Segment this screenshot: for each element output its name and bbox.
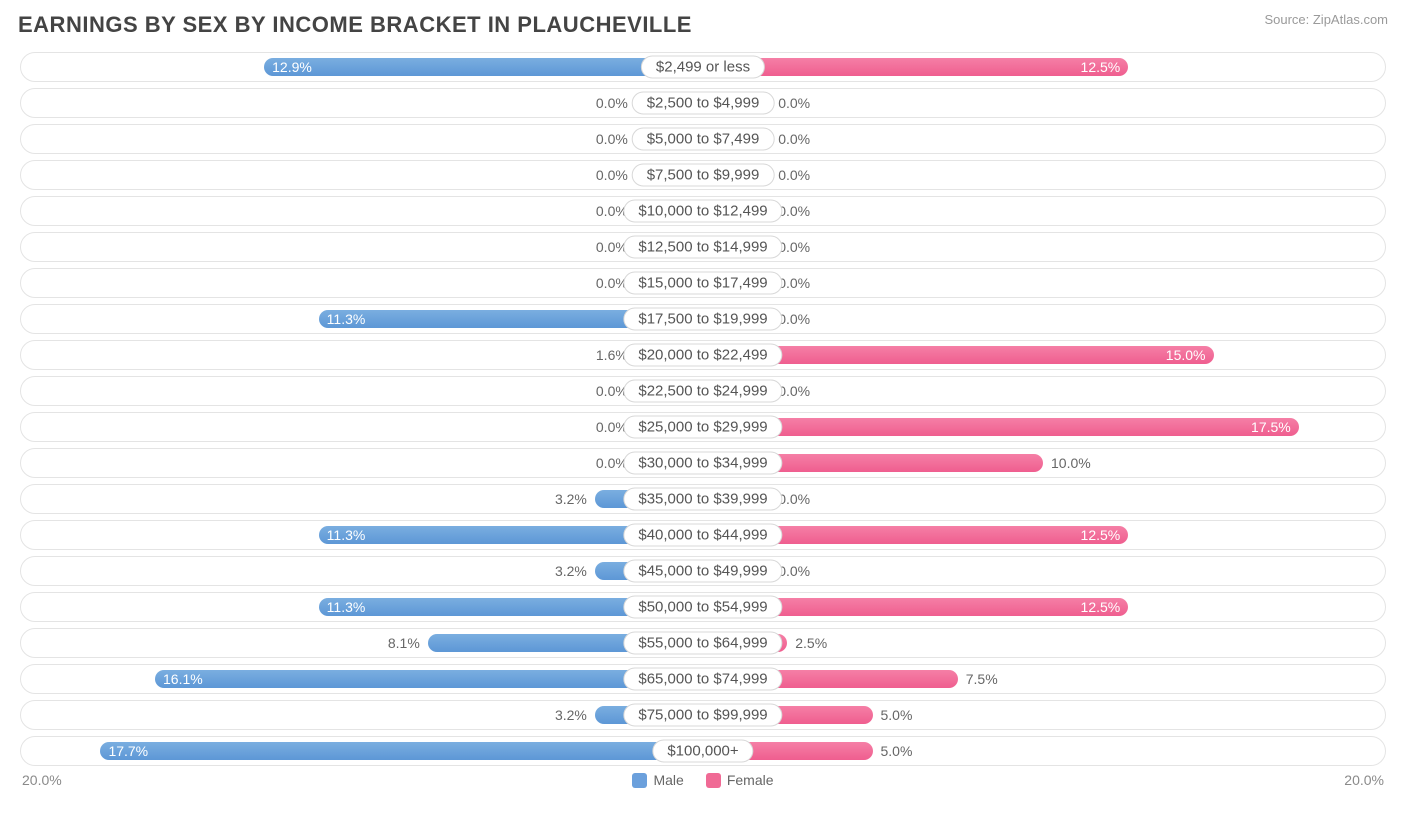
male-pct-label: 12.9% — [272, 59, 312, 75]
female-pct-label: 10.0% — [1043, 455, 1091, 471]
chart-row: 0.0%0.0%$22,500 to $24,999 — [20, 376, 1386, 406]
female-pct-label: 5.0% — [873, 707, 913, 723]
category-label: $15,000 to $17,499 — [623, 272, 782, 295]
axis-left-label: 20.0% — [22, 772, 62, 788]
chart-row: 0.0% 0.0%$5,000 to $7,499 — [20, 124, 1386, 154]
category-label: $2,500 to $4,999 — [632, 92, 775, 115]
category-label: $75,000 to $99,999 — [623, 704, 782, 727]
chart-row: 11.3%0.0%$17,500 to $19,999 — [20, 304, 1386, 334]
chart-row: 0.0%0.0%$12,500 to $14,999 — [20, 232, 1386, 262]
female-pct-label: 5.0% — [873, 743, 913, 759]
chart-row: 3.2%0.0%$45,000 to $49,999 — [20, 556, 1386, 586]
male-pct-label: 11.3% — [327, 311, 366, 327]
female-pct-label: 0.0% — [770, 167, 810, 183]
chart-row: 0.0% 0.0%$7,500 to $9,999 — [20, 160, 1386, 190]
female-pct-label: 7.5% — [958, 671, 998, 687]
legend-male-label: Male — [653, 772, 683, 788]
category-label: $30,000 to $34,999 — [623, 452, 782, 475]
chart-row: 0.0%17.5%$25,000 to $29,999 — [20, 412, 1386, 442]
legend-male-swatch — [632, 773, 647, 788]
category-label: $2,499 or less — [641, 56, 765, 79]
category-label: $7,500 to $9,999 — [632, 164, 775, 187]
chart-body: 12.9%12.5%$2,499 or less0.0%0.0%$2,500 t… — [18, 52, 1388, 766]
female-pct-label: 0.0% — [770, 95, 810, 111]
chart-footer: 20.0% Male Female 20.0% — [18, 772, 1388, 788]
category-label: $5,000 to $7,499 — [632, 128, 775, 151]
category-label: $10,000 to $12,499 — [623, 200, 782, 223]
category-label: $100,000+ — [652, 740, 753, 763]
chart-row: 3.2% 5.0% $75,000 to $99,999 — [20, 700, 1386, 730]
category-label: $20,000 to $22,499 — [623, 344, 782, 367]
male-bar: 16.1% — [155, 670, 704, 688]
female-bar: 17.5% — [702, 418, 1299, 436]
male-pct-label: 3.2% — [555, 707, 595, 723]
male-pct-label: 3.2% — [555, 563, 595, 579]
female-pct-label: 17.5% — [1251, 419, 1291, 435]
chart-row: 11.3% 12.5% $50,000 to $54,999 — [20, 592, 1386, 622]
female-pct-label: 2.5% — [787, 635, 827, 651]
legend-female-label: Female — [727, 772, 774, 788]
category-label: $12,500 to $14,999 — [623, 236, 782, 259]
chart-row: 8.1% 2.5% $55,000 to $64,999 — [20, 628, 1386, 658]
chart-row: 16.1% 7.5% $65,000 to $74,999 — [20, 664, 1386, 694]
male-pct-label: 16.1% — [163, 671, 203, 687]
male-pct-label: 0.0% — [596, 95, 636, 111]
legend-female-swatch — [706, 773, 721, 788]
category-label: $17,500 to $19,999 — [623, 308, 782, 331]
category-label: $22,500 to $24,999 — [623, 380, 782, 403]
male-bar: 12.9% — [264, 58, 704, 76]
male-pct-label: 17.7% — [108, 743, 148, 759]
male-pct-label: 0.0% — [596, 131, 636, 147]
chart-header: EARNINGS BY SEX BY INCOME BRACKET IN PLA… — [18, 12, 1388, 38]
category-label: $25,000 to $29,999 — [623, 416, 782, 439]
category-label: $40,000 to $44,999 — [623, 524, 782, 547]
chart-row: 0.0%10.0%$30,000 to $34,999 — [20, 448, 1386, 478]
chart-row: 1.6%15.0%$20,000 to $22,499 — [20, 340, 1386, 370]
male-pct-label: 3.2% — [555, 491, 595, 507]
category-label: $50,000 to $54,999 — [623, 596, 782, 619]
legend: Male Female — [632, 772, 773, 788]
chart-row: 3.2%0.0%$35,000 to $39,999 — [20, 484, 1386, 514]
category-label: $45,000 to $49,999 — [623, 560, 782, 583]
male-pct-label: 11.3% — [327, 599, 366, 615]
axis-right-label: 20.0% — [1344, 772, 1384, 788]
chart-row: 12.9% 12.5% $2,499 or less — [20, 52, 1386, 82]
chart-row: 0.0%0.0%$15,000 to $17,499 — [20, 268, 1386, 298]
legend-male: Male — [632, 772, 683, 788]
chart-row: 0.0%0.0%$10,000 to $12,499 — [20, 196, 1386, 226]
category-label: $65,000 to $74,999 — [623, 668, 782, 691]
chart-row: 0.0% 0.0%$2,500 to $4,999 — [20, 88, 1386, 118]
female-bar: 12.5% — [702, 58, 1128, 76]
chart-row: 17.7% 5.0% $100,000+ — [20, 736, 1386, 766]
female-pct-label: 12.5% — [1081, 599, 1121, 615]
male-pct-label: 11.3% — [327, 527, 366, 543]
male-pct-label: 0.0% — [596, 167, 636, 183]
female-pct-label: 12.5% — [1081, 59, 1121, 75]
legend-female: Female — [706, 772, 774, 788]
female-pct-label: 12.5% — [1081, 527, 1121, 543]
category-label: $35,000 to $39,999 — [623, 488, 782, 511]
female-pct-label: 0.0% — [770, 131, 810, 147]
chart-source: Source: ZipAtlas.com — [1264, 12, 1388, 27]
female-pct-label: 15.0% — [1166, 347, 1206, 363]
chart-title: EARNINGS BY SEX BY INCOME BRACKET IN PLA… — [18, 12, 692, 38]
male-pct-label: 8.1% — [388, 635, 428, 651]
chart-row: 11.3% 12.5% $40,000 to $44,999 — [20, 520, 1386, 550]
male-bar: 17.7% — [100, 742, 704, 760]
category-label: $55,000 to $64,999 — [623, 632, 782, 655]
